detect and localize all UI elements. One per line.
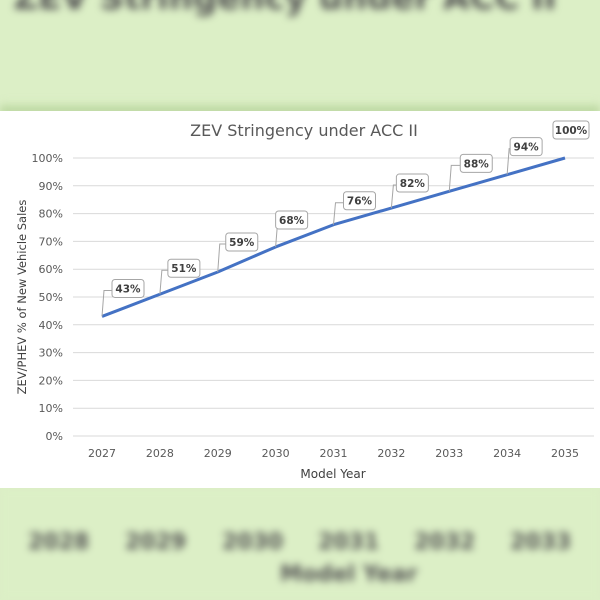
data-label-box bbox=[275, 210, 309, 230]
x-tick-label: 2031 bbox=[320, 447, 348, 460]
data-label-box bbox=[509, 137, 543, 157]
data-label: 68% bbox=[275, 210, 309, 247]
data-label: 59% bbox=[217, 232, 259, 273]
data-label: 76% bbox=[333, 191, 376, 225]
leader-line bbox=[333, 202, 344, 225]
background-bottom bbox=[0, 488, 600, 600]
data-label: 43% bbox=[101, 278, 145, 317]
leader-line bbox=[159, 269, 168, 295]
data-label-text: 76% bbox=[347, 196, 373, 208]
background-title: ZEV Stringency under ACC II bbox=[0, 0, 570, 18]
line-chart: ZEV Stringency under ACC II 0% 10% 20% 30% 4… bbox=[15, 120, 594, 481]
data-label-box bbox=[225, 232, 259, 252]
x-tick-label: 2027 bbox=[88, 447, 116, 460]
y-tick-label: 90% bbox=[39, 180, 63, 193]
series-line bbox=[101, 156, 566, 318]
x-tick-labels: 2027 2028 2029 2030 2031 2032 2033 2034 2035 bbox=[88, 447, 579, 460]
background-year: 2031 bbox=[318, 530, 380, 555]
data-labels: 43% 51% 59% 68% 76% 82% 88% 94% 100% bbox=[101, 120, 590, 317]
data-line bbox=[101, 156, 566, 318]
data-label: 100% bbox=[552, 120, 590, 140]
x-tick-label: 2028 bbox=[146, 447, 174, 460]
data-label-text: 94% bbox=[514, 142, 540, 154]
leader-line bbox=[390, 184, 397, 209]
background-year: 2028 bbox=[28, 530, 90, 555]
data-label: 94% bbox=[506, 137, 543, 175]
leader-line bbox=[217, 243, 226, 273]
data-label: 82% bbox=[390, 173, 429, 209]
background-x-title: Model Year bbox=[280, 562, 418, 587]
background-year: 2029 bbox=[125, 530, 187, 555]
x-tick-label: 2029 bbox=[204, 447, 232, 460]
data-label-box bbox=[111, 278, 145, 298]
leader-line bbox=[101, 289, 112, 317]
background-year: 2032 bbox=[414, 530, 476, 555]
data-label-box bbox=[167, 258, 201, 278]
leader-line bbox=[448, 164, 461, 192]
chart-title: ZEV Stringency under ACC II bbox=[190, 121, 418, 140]
data-label: 88% bbox=[448, 153, 493, 192]
data-label-text: 51% bbox=[171, 263, 197, 275]
y-tick-label: 0% bbox=[46, 430, 63, 443]
y-tick-label: 80% bbox=[39, 208, 63, 221]
data-label-text: 43% bbox=[115, 283, 141, 295]
x-tick-label: 2032 bbox=[377, 447, 405, 460]
data-label-box bbox=[459, 153, 493, 173]
y-tick-label: 40% bbox=[39, 319, 63, 332]
data-label-text: 82% bbox=[400, 178, 426, 190]
background-year: 2030 bbox=[222, 530, 284, 555]
y-tick-label: 100% bbox=[32, 152, 63, 165]
y-tick-label: 50% bbox=[39, 291, 63, 304]
y-tick-label: 70% bbox=[39, 235, 63, 248]
data-label-box bbox=[552, 120, 590, 140]
chart-card: ZEV Stringency under ACC II 0% 10% 20% 30% 4… bbox=[0, 111, 600, 488]
data-label-text: 59% bbox=[229, 237, 255, 249]
background-year: 2033 bbox=[510, 530, 572, 555]
x-tick-label: 2033 bbox=[435, 447, 463, 460]
data-label-text: 100% bbox=[555, 125, 588, 137]
gridlines bbox=[73, 157, 594, 437]
y-tick-label: 10% bbox=[39, 402, 63, 415]
data-label-text: 68% bbox=[279, 215, 305, 227]
data-label-box bbox=[395, 173, 429, 193]
x-tick-label: 2035 bbox=[551, 447, 579, 460]
x-tick-label: 2030 bbox=[262, 447, 290, 460]
y-tick-label: 30% bbox=[39, 347, 63, 360]
y-tick-label: 20% bbox=[39, 374, 63, 387]
y-axis-title: ZEV/PHEV % of New Vehicle Sales bbox=[15, 200, 29, 395]
data-label-text: 88% bbox=[464, 158, 490, 170]
y-tick-label: 60% bbox=[39, 263, 63, 276]
data-label-box bbox=[343, 191, 376, 211]
x-tick-label: 2034 bbox=[493, 447, 521, 460]
data-label: 51% bbox=[159, 258, 201, 295]
y-tick-labels: 0% 10% 20% 30% 40% 50% 60% 70% 80% 90% 100% bbox=[32, 152, 63, 443]
x-axis-title: Model Year bbox=[300, 467, 365, 481]
